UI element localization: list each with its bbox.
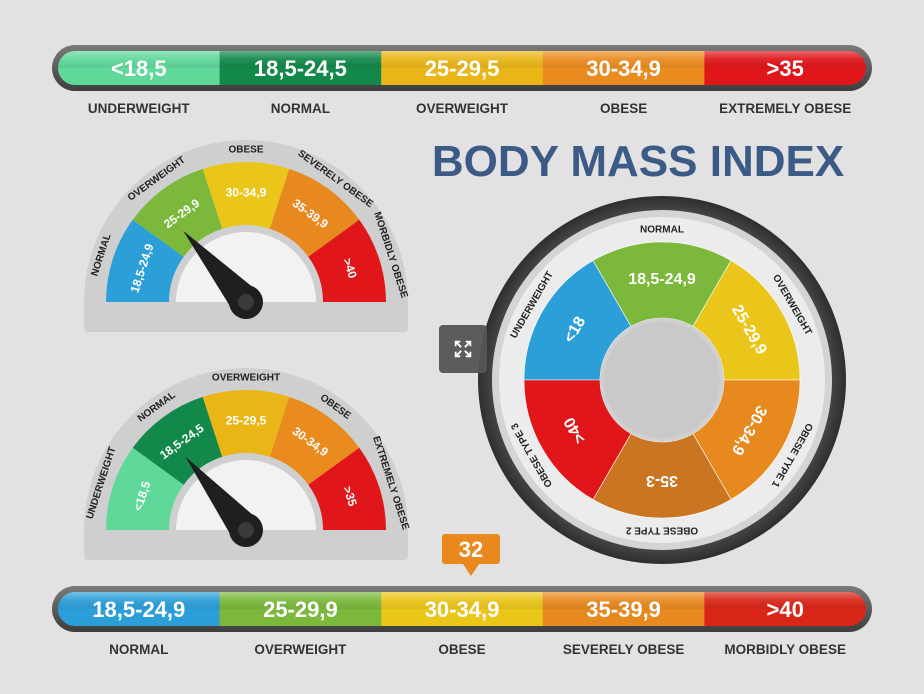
dial-segment-label: OBESE TYPE 2 [625, 524, 698, 535]
gauge_top-segment [269, 168, 360, 257]
top_bar-segment-value: 25-29,5 [425, 56, 500, 81]
top_bar-segment-label: OBESE [600, 101, 647, 116]
bottom_bar-segment-value: 25-29,9 [263, 597, 338, 622]
bottom_bar-segment-label: OVERWEIGHT [254, 642, 347, 657]
bottom_bar-segment-label: MORBIDLY OBESE [724, 642, 846, 657]
gauge_top-segment [308, 219, 386, 302]
expand-button[interactable] [439, 325, 487, 373]
bottom_bar-segment-label: SEVERELY OBESE [563, 642, 685, 657]
bottom_bar-segment-value: 35-39,9 [586, 597, 661, 622]
gauge_top-segment-value: 30-34,9 [226, 186, 267, 200]
gauge_top-segment-value: >40 [340, 256, 360, 280]
bottom_bar-segment-label: OBESE [438, 642, 485, 657]
gauge_bottom-segment [202, 389, 290, 457]
gauge_bottom-segment [269, 396, 360, 485]
bottom_bar-segment-value: 18,5-24,9 [92, 597, 185, 622]
gauge_bottom-segment [106, 447, 184, 530]
gauge_top-needle [183, 230, 263, 319]
gauge_bottom-segment-value: 25-29,5 [226, 414, 267, 428]
gauge_top-segment [202, 162, 290, 229]
top-bmi-bar: <18,5 UNDERWEIGHT 18,5-24,5 NORMAL 25-29,5 OV… [52, 45, 872, 116]
bottom_bar-segment-label: NORMAL [109, 642, 168, 657]
gauge_bottom-segment-value: >35 [340, 484, 360, 508]
top_bar-segment-label: OVERWEIGHT [416, 101, 509, 116]
bottom_bar-segment-value: >40 [767, 597, 804, 622]
top_bar-segment-value: <18,5 [111, 56, 167, 81]
dial-segment-label: NORMAL [640, 225, 684, 236]
top_bar-segment-label: UNDERWEIGHT [88, 101, 191, 116]
bottom_bar-segment-value: 30-34,9 [425, 597, 500, 622]
gauge_top-segment-label: OBESE [228, 145, 263, 156]
bottom-bmi-bar: 18,5-24,9 NORMAL 25-29,9 OVERWEIGHT 30-34,9 O… [52, 534, 872, 657]
gauge_bottom-segment [132, 396, 223, 485]
expand-icon [454, 340, 472, 358]
dial-segment-value: 35-3 [646, 472, 678, 489]
bmi-marker: 32 [442, 534, 500, 576]
gauge_bottom-segment [308, 447, 386, 530]
bmi-marker-value: 32 [459, 537, 483, 562]
page-title: BODY MASS INDEX [432, 137, 844, 186]
top_bar-segment-label: EXTREMELY OBESE [719, 101, 851, 116]
top_bar-segment-label: NORMAL [271, 101, 330, 116]
top_bar-segment-value: >35 [767, 56, 804, 81]
gauge_bottom-needle [185, 456, 263, 547]
top_bar-segment-value: 30-34,9 [586, 56, 661, 81]
gauge_top-segment [132, 168, 223, 257]
dial-segment-value: 18,5-24,9 [628, 271, 696, 288]
gauge_bottom-segment-label: OVERWEIGHT [212, 373, 280, 384]
gauge_top-segment [106, 219, 184, 302]
top_bar-segment-value: 18,5-24,5 [254, 56, 347, 81]
